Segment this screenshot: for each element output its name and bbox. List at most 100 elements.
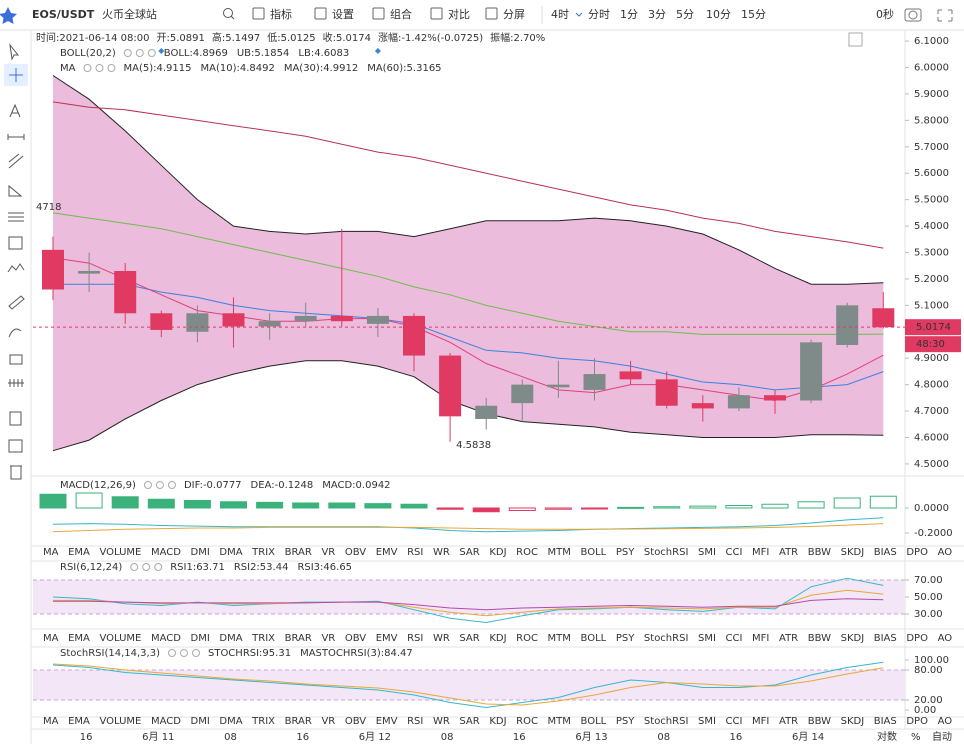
indicator-tab[interactable]: CCI bbox=[726, 547, 743, 558]
menu-item[interactable]: 对比 bbox=[448, 7, 470, 21]
indicator-tab[interactable]: ATR bbox=[779, 547, 798, 558]
indicator-tab[interactable]: DPO bbox=[906, 547, 928, 558]
indicator-tab[interactable]: BIAS bbox=[874, 716, 897, 727]
indicator-tab[interactable]: RSI bbox=[407, 547, 423, 558]
text-tool[interactable] bbox=[9, 103, 21, 118]
indicator-tab[interactable]: VR bbox=[321, 547, 335, 558]
indicator-tab[interactable]: PSY bbox=[616, 716, 635, 727]
note-icon[interactable] bbox=[848, 32, 863, 47]
menu-item[interactable]: 分屏 bbox=[503, 8, 525, 21]
indicator-tab[interactable]: BOLL bbox=[581, 547, 607, 558]
rect-tool[interactable] bbox=[8, 236, 23, 250]
indicator-tab[interactable]: MFI bbox=[752, 547, 769, 558]
interval[interactable]: 15分 bbox=[741, 8, 766, 21]
indicator-tab[interactable]: ROC bbox=[516, 633, 538, 644]
indicator-tab[interactable]: VOLUME bbox=[99, 716, 141, 727]
indicator-tab[interactable]: VR bbox=[321, 633, 335, 644]
indicator-tab[interactable]: ROC bbox=[516, 547, 538, 558]
indicator-tab[interactable]: BOLL bbox=[581, 716, 607, 727]
event-marker[interactable] bbox=[158, 48, 165, 54]
interval[interactable]: 3分 bbox=[648, 8, 666, 21]
legend-control[interactable] bbox=[123, 49, 132, 57]
symbol[interactable]: EOS/USDT bbox=[32, 8, 95, 21]
interval[interactable]: 1分 bbox=[620, 8, 638, 21]
legend-control[interactable] bbox=[107, 64, 116, 72]
indicator-tab[interactable]: MTM bbox=[548, 716, 571, 727]
legend-control[interactable] bbox=[143, 481, 152, 489]
axis-control[interactable]: % bbox=[911, 732, 921, 743]
indicator-tab[interactable]: CCI bbox=[726, 716, 743, 727]
line-tool[interactable] bbox=[7, 134, 25, 140]
legend-control[interactable] bbox=[142, 563, 151, 571]
indicator-tab[interactable]: KDJ bbox=[489, 547, 506, 558]
indicator-tab[interactable]: SKDJ bbox=[841, 547, 865, 558]
indicator-tab[interactable]: DMA bbox=[219, 547, 242, 558]
indicator-tab[interactable]: BRAR bbox=[285, 633, 312, 644]
indicator-tab[interactable]: AO bbox=[938, 633, 953, 644]
lock-tool[interactable] bbox=[9, 354, 23, 365]
indicator-tab[interactable]: EMA bbox=[68, 633, 90, 644]
indicator-tab[interactable]: WR bbox=[433, 547, 450, 558]
crosshair-tool[interactable] bbox=[9, 68, 23, 82]
axis-control[interactable]: 对数 bbox=[877, 730, 897, 743]
legend-control[interactable] bbox=[147, 49, 156, 57]
indicator-tab[interactable]: OBV bbox=[345, 547, 366, 558]
indicator-tab[interactable]: EMV bbox=[376, 547, 398, 558]
indicator-tab[interactable]: RSI bbox=[407, 716, 423, 727]
menu-item[interactable]: 组合 bbox=[390, 7, 412, 21]
interval[interactable]: 5分 bbox=[676, 8, 694, 21]
channel-tool[interactable] bbox=[8, 153, 24, 169]
indicator-tab[interactable]: RSI bbox=[407, 633, 423, 644]
indicator-tab[interactable]: MFI bbox=[752, 716, 769, 727]
indicator-tab[interactable]: MA bbox=[43, 716, 59, 727]
indicator-tab[interactable]: SMI bbox=[698, 716, 716, 727]
indicator-tab[interactable]: BBW bbox=[808, 716, 831, 727]
indicator-tab[interactable]: MACD bbox=[151, 716, 181, 727]
indicator-tab[interactable]: TRIX bbox=[251, 716, 275, 727]
indicator-tab[interactable]: SAR bbox=[459, 716, 479, 727]
interval[interactable]: 分时 bbox=[588, 8, 610, 21]
wave-tool[interactable] bbox=[7, 263, 25, 273]
axis-control[interactable]: 自动 bbox=[932, 730, 952, 743]
indicator-tab[interactable]: BRAR bbox=[285, 547, 312, 558]
indicator-tab[interactable]: AO bbox=[938, 547, 953, 558]
menu-item[interactable]: 指标 bbox=[270, 7, 292, 21]
indicator-tab[interactable]: ATR bbox=[779, 633, 798, 644]
cursor-tool[interactable] bbox=[9, 43, 20, 61]
indicator-tab[interactable]: DPO bbox=[906, 716, 928, 727]
indicator-tab[interactable]: DPO bbox=[906, 633, 928, 644]
indicator-tab[interactable]: BOLL bbox=[581, 633, 607, 644]
settings-tool[interactable] bbox=[8, 439, 23, 453]
indicator-tab[interactable]: VOLUME bbox=[99, 633, 141, 644]
indicator-tab[interactable]: MA bbox=[43, 547, 59, 558]
indicator-tab[interactable]: SAR bbox=[459, 547, 479, 558]
indicator-tab[interactable]: TRIX bbox=[251, 547, 275, 558]
indicator-tab[interactable]: MACD bbox=[151, 633, 181, 644]
indicator-tab[interactable]: StochRSI bbox=[644, 633, 688, 644]
indicator-tab[interactable]: EMV bbox=[376, 633, 398, 644]
indicator-tab[interactable]: TRIX bbox=[251, 633, 275, 644]
indicator-tab[interactable]: PSY bbox=[616, 547, 635, 558]
indicator-tab[interactable]: ROC bbox=[516, 716, 538, 727]
indicator-tab[interactable]: BBW bbox=[808, 633, 831, 644]
indicator-tab[interactable]: DMI bbox=[191, 716, 210, 727]
indicator-tab[interactable]: ATR bbox=[779, 716, 798, 727]
indicator-tab[interactable]: WR bbox=[433, 716, 450, 727]
indicator-tab[interactable]: KDJ bbox=[489, 716, 506, 727]
indicator-tab[interactable]: MACD bbox=[151, 547, 181, 558]
indicator-tab[interactable]: SKDJ bbox=[841, 633, 865, 644]
event-marker[interactable] bbox=[374, 48, 381, 54]
indicator-tab[interactable]: BBW bbox=[808, 547, 831, 558]
legend-control[interactable] bbox=[95, 64, 104, 72]
menu-item[interactable]: 设置 bbox=[332, 8, 354, 21]
interval[interactable]: 10分 bbox=[706, 8, 731, 21]
legend-control[interactable] bbox=[83, 64, 92, 72]
indicator-tab[interactable]: MTM bbox=[548, 547, 571, 558]
camera-icon[interactable] bbox=[908, 10, 918, 20]
fib-tool[interactable] bbox=[8, 212, 24, 222]
brush-tool[interactable] bbox=[8, 328, 22, 338]
indicator-tab[interactable]: StochRSI bbox=[644, 547, 688, 558]
indicator-tab[interactable]: OBV bbox=[345, 633, 366, 644]
ruler-tool[interactable] bbox=[8, 295, 25, 310]
indicator-tab[interactable]: SMI bbox=[698, 547, 716, 558]
